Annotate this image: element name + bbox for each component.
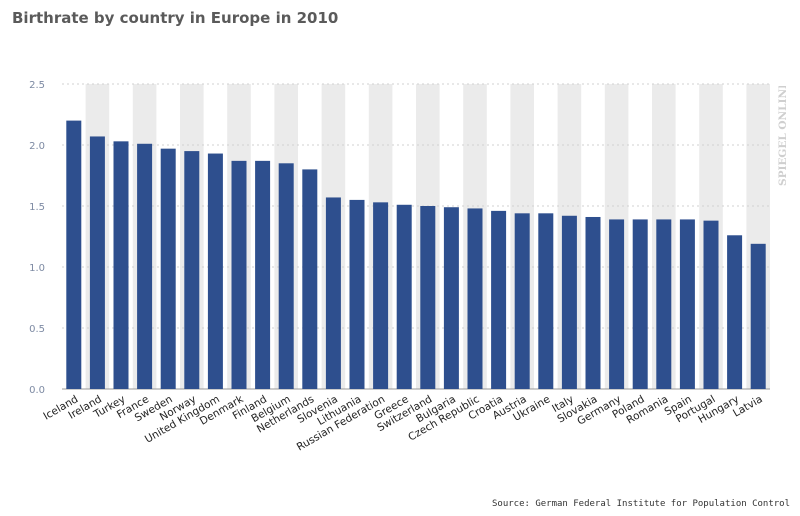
bar: [89, 136, 105, 389]
bar: [207, 153, 223, 389]
bar: [750, 243, 766, 389]
svg-text:SPIEGEL ONLINE: SPIEGEL ONLINE: [777, 86, 789, 186]
y-tick-label: 1.0: [29, 263, 45, 274]
bar: [585, 216, 601, 389]
bar: [656, 219, 672, 389]
bar: [514, 213, 530, 389]
bar: [679, 219, 695, 389]
chart-title: Birthrate by country in Europe in 2010: [12, 9, 339, 27]
y-tick-label: 1.5: [29, 202, 45, 213]
source-note: Source: German Federal Institute for Pop…: [491, 499, 790, 509]
bar: [703, 220, 719, 389]
bar: [231, 160, 247, 389]
bar: [561, 215, 577, 389]
bar: [467, 208, 483, 389]
bars: [66, 120, 766, 389]
bar: [727, 235, 743, 389]
bar: [66, 120, 82, 389]
y-tick-label: 0.5: [29, 324, 45, 335]
bar: [278, 163, 294, 389]
bar: [443, 207, 459, 389]
bar: [396, 204, 412, 389]
bar: [491, 210, 507, 389]
y-tick-label: 2.5: [29, 80, 45, 91]
bar: [255, 160, 271, 389]
bar: [160, 148, 176, 389]
y-tick-label: 2.0: [29, 141, 45, 152]
bar: [113, 141, 129, 389]
bar: [420, 206, 436, 389]
bar: [302, 169, 318, 389]
bar: [632, 219, 648, 389]
bar: [373, 202, 389, 389]
bar: [137, 143, 153, 389]
bar: [325, 197, 341, 389]
bar: [184, 151, 200, 389]
spiegel-online-logo: SPIEGEL ONLINE: [777, 86, 789, 186]
bar: [538, 213, 554, 389]
x-axis-labels: IcelandIrelandTurkeyFranceSwedenNorwayUn…: [41, 393, 764, 454]
y-tick-label: 0.0: [29, 385, 45, 396]
y-axis-ticks: 0.0 0.5 1.0 1.5 2.0 2.5: [29, 80, 45, 396]
bar: [609, 219, 625, 389]
bar: [349, 199, 365, 389]
